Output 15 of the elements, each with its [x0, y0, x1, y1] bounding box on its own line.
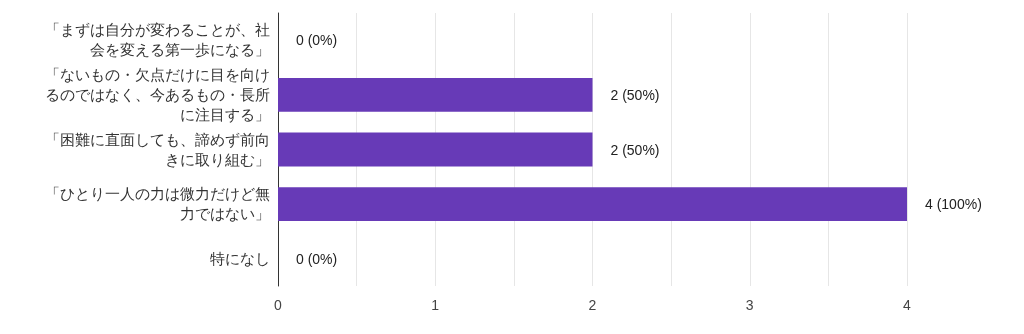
data-label: 4 (100%) [925, 196, 982, 213]
x-tick-label: 4 [903, 297, 912, 313]
y-tick-label: 特になし [210, 249, 270, 268]
y-tick-label: 「まずは自分が変わることが、社会を変える第一歩になる」 [45, 21, 270, 60]
x-tick-label: 2 [588, 297, 597, 313]
data-label: 0 (0%) [296, 250, 338, 267]
data-label: 0 (0%) [296, 32, 338, 49]
y-tick-label: 「困難に直面しても、諦めず前向きに取り組む」 [45, 130, 270, 169]
data-label: 2 (50%) [610, 141, 660, 158]
x-tick-label: 0 [274, 297, 283, 313]
data-label: 2 (50%) [610, 86, 660, 103]
y-tick-label: 「ないもの・欠点だけに目を向けるのではなく、今あるもの・長所に注目する」 [45, 65, 270, 124]
x-tick-label: 1 [431, 297, 440, 313]
y-tick-label: 「ひとり一人の力は微力だけど無力ではない」 [45, 185, 270, 224]
x-tick-label: 3 [745, 297, 754, 313]
